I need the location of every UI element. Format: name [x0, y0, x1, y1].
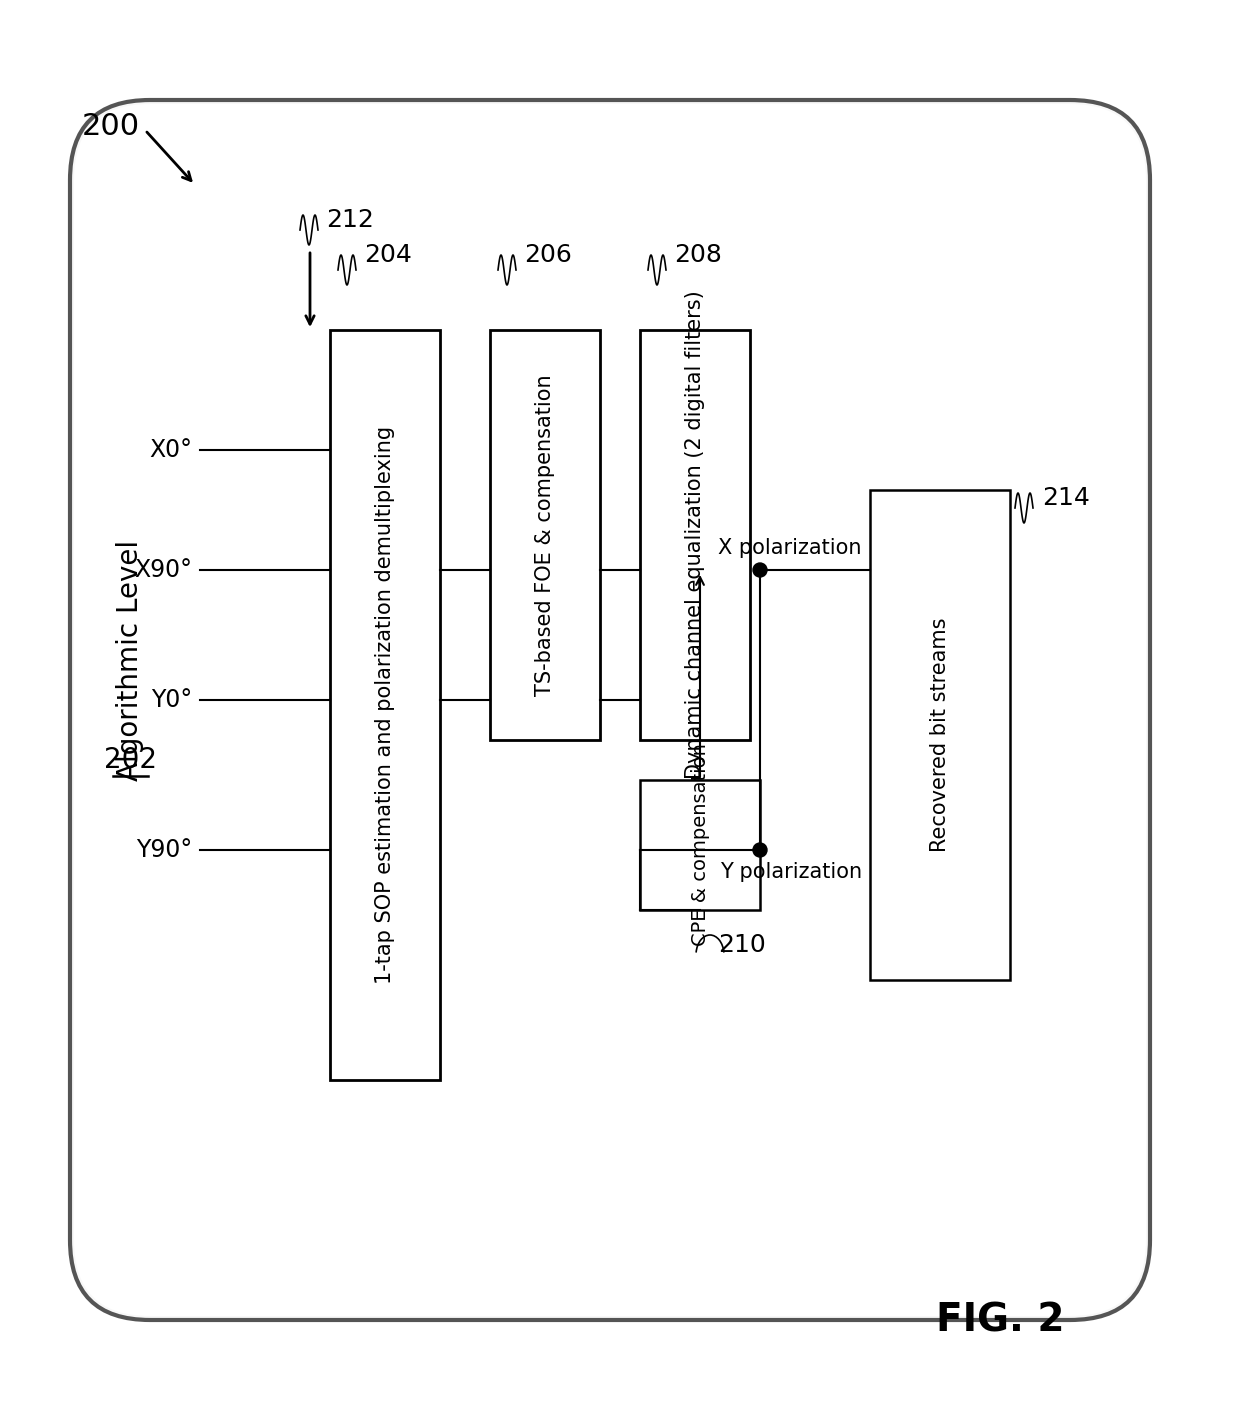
Text: 202: 202 — [103, 747, 156, 773]
Text: Algorithmic Level: Algorithmic Level — [117, 539, 144, 781]
Text: 204: 204 — [365, 243, 412, 267]
FancyBboxPatch shape — [69, 100, 1149, 1321]
Text: X90°: X90° — [134, 559, 192, 583]
Bar — [870, 491, 1011, 980]
Text: Y polarization: Y polarization — [720, 863, 862, 882]
Circle shape — [753, 843, 768, 857]
Text: 208: 208 — [675, 243, 722, 267]
Text: Y90°: Y90° — [135, 839, 192, 863]
Bar — [640, 781, 760, 911]
Text: CPE & compensation: CPE & compensation — [691, 744, 709, 946]
Text: X polarization: X polarization — [718, 537, 862, 559]
Text: 210: 210 — [718, 933, 766, 957]
Bar — [330, 329, 440, 1080]
Text: 200: 200 — [82, 112, 140, 141]
Text: 1-tap SOP estimation and polarization demultiplexing: 1-tap SOP estimation and polarization de… — [374, 426, 396, 984]
Text: TS-based FOE & compensation: TS-based FOE & compensation — [534, 375, 556, 696]
Bar — [640, 329, 750, 740]
Text: Dynamic channel equalization (2 digital filters): Dynamic channel equalization (2 digital … — [684, 291, 706, 779]
Text: 212: 212 — [326, 208, 374, 232]
Text: 206: 206 — [525, 243, 572, 267]
Text: 214: 214 — [1042, 486, 1090, 510]
Text: Y0°: Y0° — [151, 689, 192, 713]
Text: X0°: X0° — [149, 438, 192, 462]
Text: FIG. 2: FIG. 2 — [936, 1301, 1064, 1339]
FancyBboxPatch shape — [74, 105, 1146, 1316]
Circle shape — [753, 563, 768, 577]
Bar — [490, 329, 600, 740]
Text: Recovered bit streams: Recovered bit streams — [930, 618, 950, 853]
